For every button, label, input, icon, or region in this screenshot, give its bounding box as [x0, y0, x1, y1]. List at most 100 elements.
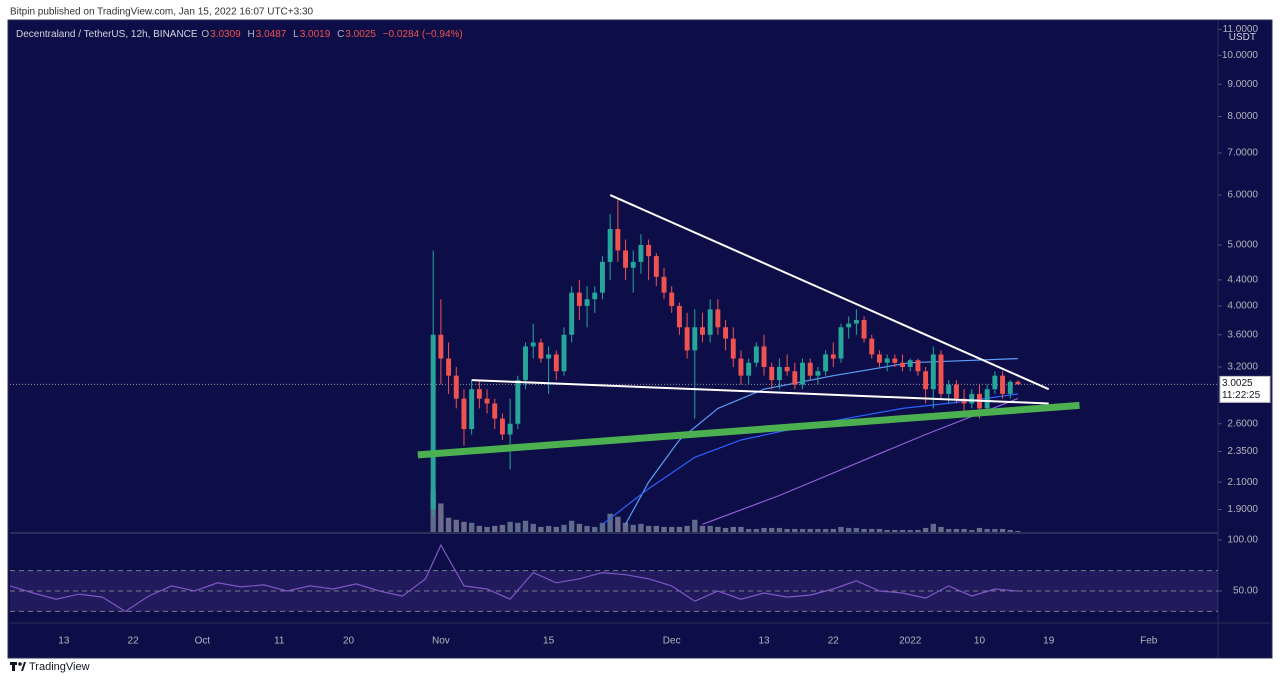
volume-bar — [538, 526, 544, 532]
candle-body — [669, 292, 675, 306]
volume-bar — [676, 526, 683, 532]
volume-bar — [615, 516, 621, 532]
volume-bar — [445, 517, 452, 532]
candle-body — [569, 292, 575, 335]
volume-bar — [776, 527, 783, 532]
volume-bar — [722, 527, 729, 532]
candle-body — [946, 384, 952, 394]
candle-body — [676, 305, 682, 328]
volume-bar — [784, 528, 790, 532]
volume-bar — [884, 529, 890, 532]
candle-body — [584, 299, 590, 306]
candle-body — [1000, 375, 1006, 394]
candle-body — [646, 244, 652, 257]
brand: TradingView — [29, 661, 90, 673]
rsi-line — [10, 543, 1018, 613]
x-tick-label: 22 — [828, 636, 840, 647]
volume-bar — [946, 528, 952, 532]
volume-bar — [653, 525, 660, 532]
volume-bar — [607, 513, 613, 532]
volume-bar — [922, 527, 929, 532]
y-tick-label: 1.9000 — [1227, 504, 1258, 515]
volume-bar — [453, 519, 459, 532]
candle-body — [546, 354, 552, 359]
candle-body — [630, 261, 636, 268]
candle-body — [761, 346, 767, 367]
volume-bar — [568, 520, 575, 532]
trendline — [609, 194, 1050, 391]
candle-body — [907, 360, 913, 367]
candle-body — [892, 358, 898, 363]
candle-body — [561, 334, 567, 372]
candle-body — [869, 338, 875, 355]
volume-bar — [730, 526, 736, 532]
volume-bar — [1015, 530, 1021, 532]
y-tick-label: 3.6000 — [1227, 329, 1258, 340]
candle-body — [438, 334, 444, 359]
x-tick-label: 13 — [758, 636, 770, 647]
volume-bar — [630, 524, 636, 532]
candle-body — [700, 327, 705, 335]
volume-bar — [592, 526, 598, 532]
candle-body — [515, 380, 521, 424]
candle-body — [884, 358, 890, 363]
close-value: 3.0025 — [345, 29, 376, 40]
volume-bar — [468, 522, 475, 532]
candle-body — [453, 375, 459, 399]
candle-body — [530, 342, 536, 347]
y-tick-label: 4.4000 — [1227, 275, 1258, 286]
volume-bar — [861, 528, 867, 532]
volume-bar — [845, 527, 852, 532]
candle-body — [484, 398, 490, 404]
x-tick-label: 19 — [1043, 636, 1055, 647]
volume-bar — [707, 525, 713, 532]
volume-bar — [969, 529, 975, 532]
candle-body — [938, 354, 944, 394]
open-label: O — [201, 29, 210, 40]
volume-bar — [553, 526, 559, 532]
chart-frame — [7, 19, 1273, 659]
candle-body — [638, 244, 644, 262]
candle-body — [830, 354, 836, 359]
last-price-box — [1219, 375, 1271, 403]
volume-bar — [792, 528, 798, 532]
volume-bar — [561, 524, 567, 532]
volume-bar — [699, 525, 706, 532]
volume-bar — [669, 526, 675, 532]
x-tick-label: 15 — [543, 636, 555, 647]
volume-bar — [992, 528, 998, 532]
candle-body — [1007, 381, 1013, 394]
volume-bar — [930, 523, 937, 532]
candle-body — [969, 393, 975, 404]
candle-body — [469, 389, 475, 430]
candle-body — [684, 327, 690, 351]
volume-bar — [769, 527, 775, 532]
y-tick-label: 6.0000 — [1227, 190, 1258, 201]
volume-bar — [515, 522, 521, 532]
volume-bar — [745, 528, 752, 532]
volume-bar — [822, 528, 829, 532]
currency-label: USDT — [1229, 32, 1256, 43]
candle-body — [599, 261, 605, 293]
candle-body — [792, 371, 798, 385]
x-tick-label: 13 — [58, 636, 70, 647]
y-tick-label: 2.6000 — [1227, 418, 1258, 429]
x-tick-label: Oct — [195, 636, 211, 647]
candle-body — [615, 229, 621, 251]
volume-bar — [684, 525, 690, 532]
candle-body — [653, 256, 659, 277]
candle-body — [723, 327, 729, 339]
volume-bar — [915, 529, 921, 532]
high-label: H — [247, 29, 255, 40]
last-price-label: 3.0025 — [1222, 378, 1253, 389]
volume-bar — [830, 528, 836, 532]
x-tick-label: 10 — [974, 636, 986, 647]
moving-average — [602, 393, 1018, 525]
volume-bar — [522, 520, 529, 532]
volume-bar — [938, 526, 944, 532]
candle-body — [776, 366, 782, 381]
volume-bar — [492, 525, 498, 532]
volume-bar — [530, 523, 536, 532]
volume-bar — [899, 529, 906, 532]
